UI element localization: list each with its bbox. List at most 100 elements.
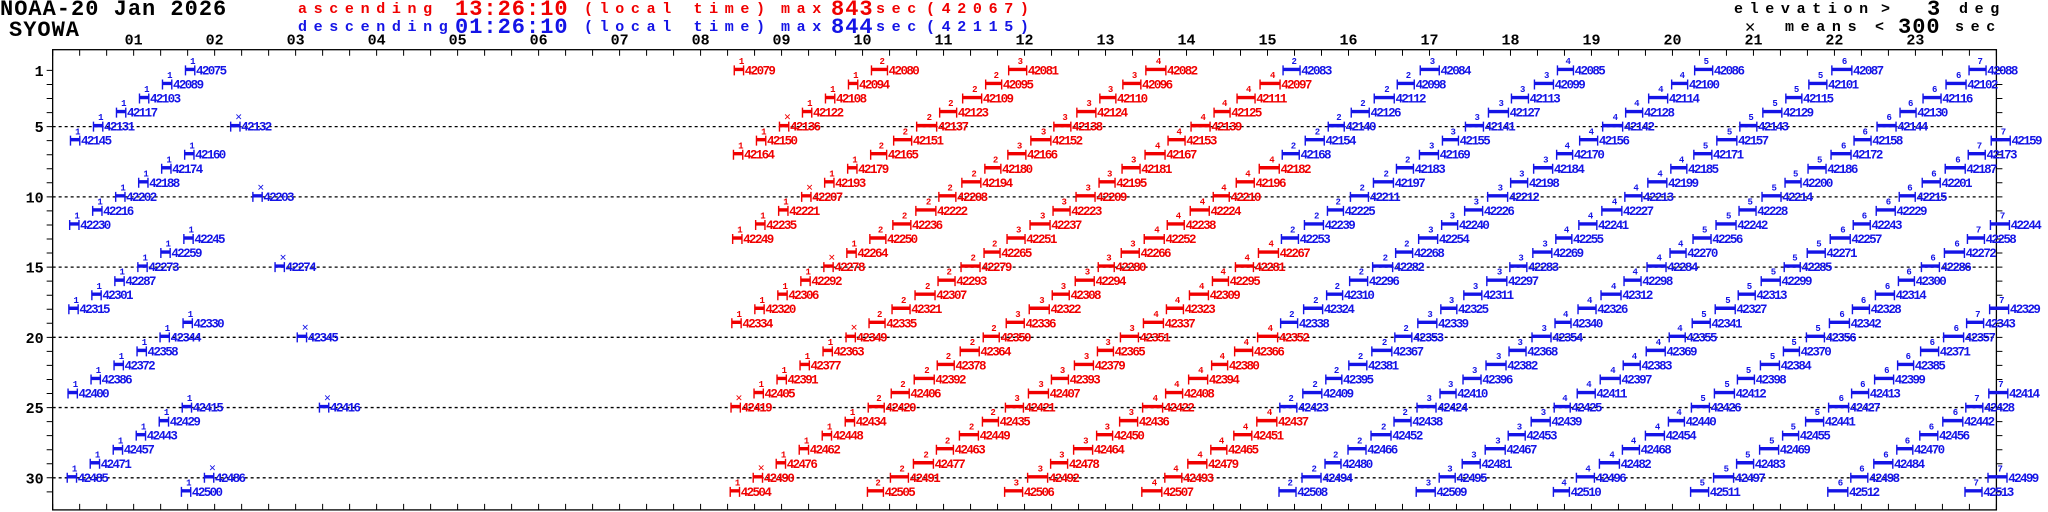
svg-text:42386: 42386	[102, 373, 133, 387]
svg-text:3: 3	[1495, 436, 1500, 446]
svg-text:42215: 42215	[1916, 191, 1947, 205]
svg-text:4: 4	[1610, 366, 1616, 376]
svg-text:42126: 42126	[1370, 107, 1401, 121]
svg-text:3: 3	[1474, 113, 1479, 123]
svg-text:42415: 42415	[193, 402, 224, 416]
svg-text:42424: 42424	[1437, 402, 1469, 416]
svg-text:6: 6	[1955, 155, 1960, 165]
svg-text:42366: 42366	[1254, 345, 1285, 359]
svg-text:2: 2	[900, 380, 905, 390]
svg-text:4: 4	[1611, 282, 1617, 292]
svg-text:3: 3	[1544, 71, 1549, 81]
svg-text:42342: 42342	[1851, 317, 1882, 331]
svg-text:42258: 42258	[1986, 233, 2017, 247]
svg-text:15: 15	[1259, 33, 1277, 50]
svg-text:42155: 42155	[1460, 135, 1491, 149]
svg-text:4: 4	[1219, 436, 1225, 446]
svg-text:42253: 42253	[1300, 233, 1331, 247]
svg-text:4: 4	[1269, 155, 1275, 165]
svg-text:2: 2	[1288, 478, 1293, 488]
svg-text:42355: 42355	[1686, 331, 1717, 345]
svg-text:5: 5	[1791, 338, 1796, 348]
svg-text:14: 14	[1178, 33, 1196, 50]
svg-text:42379: 42379	[1095, 359, 1126, 373]
svg-text:42477: 42477	[935, 458, 966, 472]
svg-text:42266: 42266	[1140, 247, 1171, 261]
svg-text:42310: 42310	[1344, 289, 1375, 303]
svg-text:42476: 42476	[787, 458, 818, 472]
svg-text:42380: 42380	[1229, 359, 1260, 373]
svg-text:3: 3	[1543, 155, 1548, 165]
svg-text:42512: 42512	[1849, 486, 1880, 500]
svg-text:2: 2	[971, 169, 976, 179]
svg-text:3: 3	[1106, 254, 1111, 264]
svg-text:42292: 42292	[811, 275, 842, 289]
svg-text:42483: 42483	[1755, 458, 1786, 472]
svg-text:4: 4	[1270, 71, 1276, 81]
svg-text:2: 2	[1403, 408, 1408, 418]
svg-text:42099: 42099	[1555, 78, 1586, 92]
svg-text:2: 2	[1384, 85, 1389, 95]
svg-text:2: 2	[1313, 296, 1318, 306]
svg-text:2: 2	[946, 352, 951, 362]
svg-text:42132: 42132	[241, 121, 272, 135]
svg-text:42115: 42115	[1803, 93, 1834, 107]
svg-text:3: 3	[1427, 310, 1432, 320]
svg-text:42109: 42109	[983, 93, 1014, 107]
svg-text:42363: 42363	[834, 345, 865, 359]
svg-text:42259: 42259	[171, 247, 202, 261]
svg-text:42098: 42098	[1415, 78, 1446, 92]
svg-text:42265: 42265	[1001, 247, 1032, 261]
svg-text:2: 2	[1289, 310, 1294, 320]
svg-text:3: 3	[1426, 478, 1431, 488]
svg-text:21: 21	[1744, 33, 1762, 50]
svg-text:42428: 42428	[1984, 402, 2015, 416]
svg-text:42089: 42089	[173, 78, 204, 92]
svg-text:7: 7	[2001, 127, 2006, 137]
svg-text:42409: 42409	[1323, 388, 1354, 402]
svg-text:42508: 42508	[1297, 486, 1328, 500]
svg-text:6: 6	[1954, 240, 1959, 250]
svg-text:42153: 42153	[1186, 135, 1217, 149]
svg-text:42142: 42142	[1624, 121, 1655, 135]
svg-text:42396: 42396	[1482, 373, 1513, 387]
svg-text:42367: 42367	[1393, 345, 1424, 359]
svg-text:6: 6	[1838, 478, 1843, 488]
svg-text:4: 4	[1174, 380, 1180, 390]
svg-text:6: 6	[1931, 169, 1936, 179]
svg-text:42296: 42296	[1369, 275, 1400, 289]
svg-text:4: 4	[1221, 183, 1227, 193]
svg-text:42423: 42423	[1298, 402, 1329, 416]
svg-text:42108: 42108	[836, 93, 867, 107]
svg-text:4: 4	[1676, 408, 1682, 418]
svg-text:6: 6	[1842, 57, 1847, 67]
svg-text:42510: 42510	[1571, 486, 1602, 500]
svg-text:42507: 42507	[1163, 486, 1194, 500]
svg-text:42230: 42230	[80, 219, 111, 233]
svg-text:42285: 42285	[1801, 261, 1832, 275]
svg-text:23: 23	[1906, 33, 1924, 50]
svg-text:42298: 42298	[1642, 275, 1673, 289]
svg-text:6: 6	[1839, 310, 1844, 320]
svg-text:6: 6	[1841, 141, 1846, 151]
svg-text:5: 5	[1726, 212, 1731, 222]
svg-text:42272: 42272	[1966, 247, 1997, 261]
svg-text:42252: 42252	[1165, 233, 1196, 247]
svg-text:42211: 42211	[1370, 191, 1401, 205]
svg-text:42395: 42395	[1343, 373, 1374, 387]
svg-text:42151: 42151	[913, 135, 944, 149]
svg-text:42145: 42145	[81, 135, 112, 149]
svg-text:3: 3	[1083, 436, 1088, 446]
svg-text:42365: 42365	[1115, 345, 1146, 359]
svg-text:6: 6	[1887, 113, 1892, 123]
svg-text:4: 4	[1245, 169, 1251, 179]
svg-text:4: 4	[1612, 198, 1618, 208]
svg-text:42164: 42164	[744, 149, 776, 163]
svg-text:2: 2	[927, 113, 932, 123]
svg-text:42125: 42125	[1231, 107, 1262, 121]
svg-text:2: 2	[1381, 422, 1386, 432]
svg-text:2: 2	[1312, 380, 1317, 390]
svg-text:42484: 42484	[1894, 458, 1926, 472]
svg-text:42482: 42482	[1621, 458, 1652, 472]
svg-text:42478: 42478	[1069, 458, 1100, 472]
